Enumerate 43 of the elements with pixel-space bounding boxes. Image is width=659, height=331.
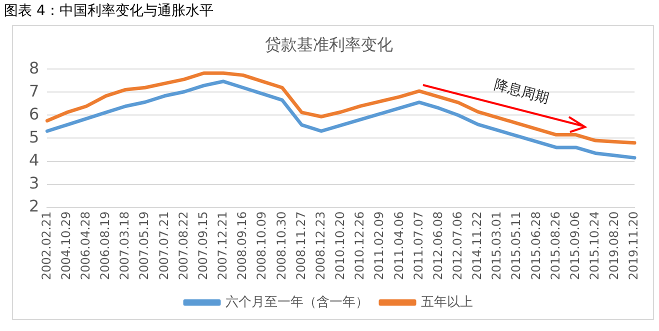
x-tick-label: 2008.12.23 bbox=[313, 211, 328, 280]
x-tick-label: 2007.09.15 bbox=[196, 211, 210, 280]
legend-label: 六个月至一年（含一年） bbox=[226, 294, 368, 310]
x-tick-label: 2011.07.07 bbox=[411, 211, 426, 280]
x-tick-label: 2008.10.09 bbox=[254, 211, 269, 280]
x-tick-label: 2006.08.19 bbox=[98, 211, 112, 280]
y-tick-label: 8 bbox=[28, 58, 40, 78]
x-tick-label: 2007.12.21 bbox=[216, 211, 230, 280]
x-tick-label: 2007.07.21 bbox=[156, 211, 171, 280]
y-tick-label: 3 bbox=[28, 173, 40, 192]
x-tick-label: 2015.08.26 bbox=[548, 211, 562, 280]
y-tick-label: 6 bbox=[28, 104, 40, 124]
y-tick-label: 7 bbox=[28, 81, 40, 100]
x-tick-label: 2004.10.29 bbox=[58, 211, 73, 280]
x-tick-label: 2012.06.08 bbox=[430, 211, 445, 280]
x-tick-label: 2008.09.16 bbox=[235, 211, 250, 280]
x-tick-label: 2011.02.09 bbox=[372, 211, 386, 280]
chart-title: 贷款基准利率变化 bbox=[265, 34, 393, 54]
x-tick-label: 2010.10.20 bbox=[333, 211, 348, 280]
x-tick-label: 2014.11.22 bbox=[470, 211, 484, 280]
y-tick-label: 4 bbox=[28, 150, 40, 170]
x-tick-label: 2015.09.06 bbox=[568, 211, 582, 280]
x-tick-label: 2015.03.01 bbox=[490, 211, 504, 280]
x-tick-label: 2007.03.18 bbox=[118, 211, 132, 280]
x-tick-label: 2002.02.21 bbox=[39, 211, 54, 280]
x-tick-label: 2007.05.19 bbox=[137, 211, 152, 280]
x-tick-label: 2015.10.24 bbox=[588, 211, 602, 280]
x-tick-label: 2007.08.22 bbox=[176, 211, 190, 280]
x-tick-label: 2019.11.20 bbox=[626, 211, 641, 280]
legend-label: 五年以上 bbox=[421, 294, 473, 310]
x-tick-label: 2008.10.30 bbox=[274, 211, 288, 280]
x-tick-label: 2011.04.06 bbox=[392, 211, 406, 280]
x-tick-label: 2015.06.28 bbox=[528, 211, 543, 280]
x-tick-label: 2006.04.28 bbox=[78, 211, 92, 280]
x-tick-label: 2019.08.20 bbox=[607, 211, 622, 280]
text: 图表 4：中国利率变化与通胀水平 bbox=[4, 2, 214, 20]
x-tick-label: 2012.07.06 bbox=[450, 211, 464, 280]
x-tick-label: 2010.12.26 bbox=[352, 211, 367, 280]
y-tick-label: 5 bbox=[28, 127, 40, 146]
x-tick-label: 2015.05.11 bbox=[509, 211, 524, 280]
y-tick-label: 2 bbox=[28, 196, 40, 216]
annotation: 降息周期 bbox=[492, 76, 552, 108]
x-tick-label: 2008.11.27 bbox=[294, 211, 308, 280]
